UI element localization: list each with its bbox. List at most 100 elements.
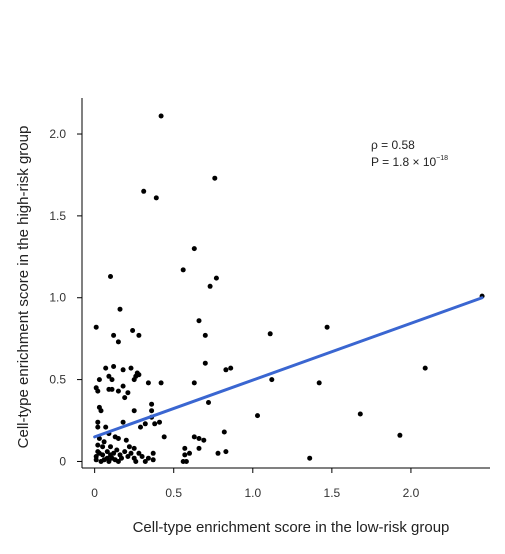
data-point bbox=[223, 367, 229, 373]
data-point bbox=[119, 455, 124, 461]
data-point bbox=[96, 436, 102, 441]
data-point bbox=[267, 331, 273, 337]
data-point bbox=[202, 332, 208, 338]
data-point bbox=[158, 113, 164, 119]
data-point bbox=[103, 365, 109, 371]
data-point bbox=[117, 306, 123, 312]
data-point bbox=[106, 373, 112, 379]
data-point bbox=[109, 455, 115, 461]
data-point bbox=[215, 450, 221, 456]
data-point bbox=[136, 450, 142, 456]
regression-line bbox=[93, 296, 484, 439]
data-point bbox=[213, 275, 219, 281]
y-tick-label: 1.5 bbox=[49, 209, 66, 223]
data-point bbox=[145, 380, 151, 386]
p-value-base: P = 1.8 × 10 bbox=[371, 155, 436, 169]
data-point bbox=[98, 408, 104, 414]
data-points bbox=[93, 113, 485, 464]
data-point bbox=[120, 383, 126, 389]
data-point bbox=[120, 367, 126, 373]
x-tick-label: 2.0 bbox=[403, 486, 420, 500]
data-point bbox=[191, 246, 197, 252]
data-point bbox=[95, 424, 101, 430]
data-point bbox=[109, 377, 115, 383]
axes bbox=[81, 98, 490, 469]
data-point bbox=[161, 434, 167, 440]
data-point bbox=[103, 424, 109, 430]
data-point bbox=[196, 318, 202, 324]
data-point bbox=[149, 408, 155, 414]
data-point bbox=[157, 419, 162, 425]
correlation-annotation: ρ = 0.58 bbox=[371, 138, 415, 152]
data-point bbox=[212, 175, 218, 181]
data-point bbox=[131, 408, 137, 414]
data-point bbox=[357, 411, 363, 417]
data-point bbox=[115, 339, 121, 345]
x-ticks: 0 0.5 1.0 1.5 2.0 bbox=[91, 468, 420, 500]
data-point bbox=[182, 445, 188, 451]
data-point bbox=[136, 332, 142, 338]
data-point bbox=[123, 437, 129, 443]
data-point bbox=[128, 365, 134, 371]
data-point bbox=[138, 424, 143, 430]
data-point bbox=[128, 450, 134, 456]
data-point bbox=[125, 454, 131, 459]
data-point bbox=[131, 445, 137, 451]
data-point bbox=[101, 439, 107, 445]
p-value-exponent: −18 bbox=[436, 155, 448, 162]
y-axis-title: Cell-type enrichment score in the high-r… bbox=[15, 126, 32, 449]
data-point bbox=[187, 450, 192, 456]
data-point bbox=[108, 274, 113, 279]
data-point bbox=[150, 457, 156, 463]
data-point bbox=[114, 447, 120, 453]
x-tick-label: 1.0 bbox=[244, 486, 261, 500]
data-point bbox=[126, 444, 132, 450]
p-value-annotation: P = 1.8 × 10−18 bbox=[371, 155, 448, 169]
data-point bbox=[228, 365, 234, 371]
y-tick-label: 1.0 bbox=[49, 291, 66, 305]
data-point bbox=[196, 436, 202, 441]
data-point bbox=[122, 449, 128, 455]
data-point bbox=[115, 459, 121, 464]
x-tick-label: 0.5 bbox=[165, 486, 182, 500]
data-point bbox=[131, 377, 137, 383]
data-point bbox=[142, 459, 148, 464]
data-point bbox=[95, 419, 101, 425]
data-point bbox=[201, 437, 207, 443]
data-point bbox=[125, 390, 131, 396]
y-ticks: 0 0.5 1.0 1.5 2.0 bbox=[49, 127, 82, 468]
y-tick-label: 0.5 bbox=[49, 373, 66, 387]
y-tick-label: 0 bbox=[59, 454, 66, 468]
data-point bbox=[96, 377, 102, 383]
data-point bbox=[221, 429, 227, 435]
data-point bbox=[145, 455, 151, 461]
data-point bbox=[100, 444, 106, 450]
data-point bbox=[152, 421, 158, 427]
data-point bbox=[111, 364, 117, 369]
data-point bbox=[307, 455, 313, 461]
data-point bbox=[139, 454, 145, 459]
data-point bbox=[136, 372, 142, 378]
x-axis-title: Cell-type enrichment score in the low-ri… bbox=[133, 519, 450, 536]
y-tick-label: 2.0 bbox=[49, 127, 66, 141]
data-point bbox=[324, 324, 330, 330]
data-point bbox=[269, 377, 275, 383]
data-point bbox=[206, 400, 211, 405]
data-point bbox=[104, 449, 110, 455]
data-point bbox=[108, 444, 113, 450]
x-tick-label: 1.5 bbox=[324, 486, 341, 500]
data-point bbox=[122, 395, 128, 401]
data-point bbox=[109, 386, 115, 392]
data-point bbox=[120, 419, 126, 425]
data-point bbox=[397, 432, 403, 438]
data-point bbox=[223, 449, 229, 455]
data-point bbox=[95, 388, 101, 394]
data-point bbox=[111, 332, 117, 338]
data-point bbox=[141, 188, 147, 194]
data-point bbox=[133, 459, 139, 464]
data-point bbox=[316, 380, 322, 386]
data-point bbox=[95, 449, 101, 455]
data-point bbox=[158, 380, 164, 386]
data-point bbox=[93, 457, 99, 463]
